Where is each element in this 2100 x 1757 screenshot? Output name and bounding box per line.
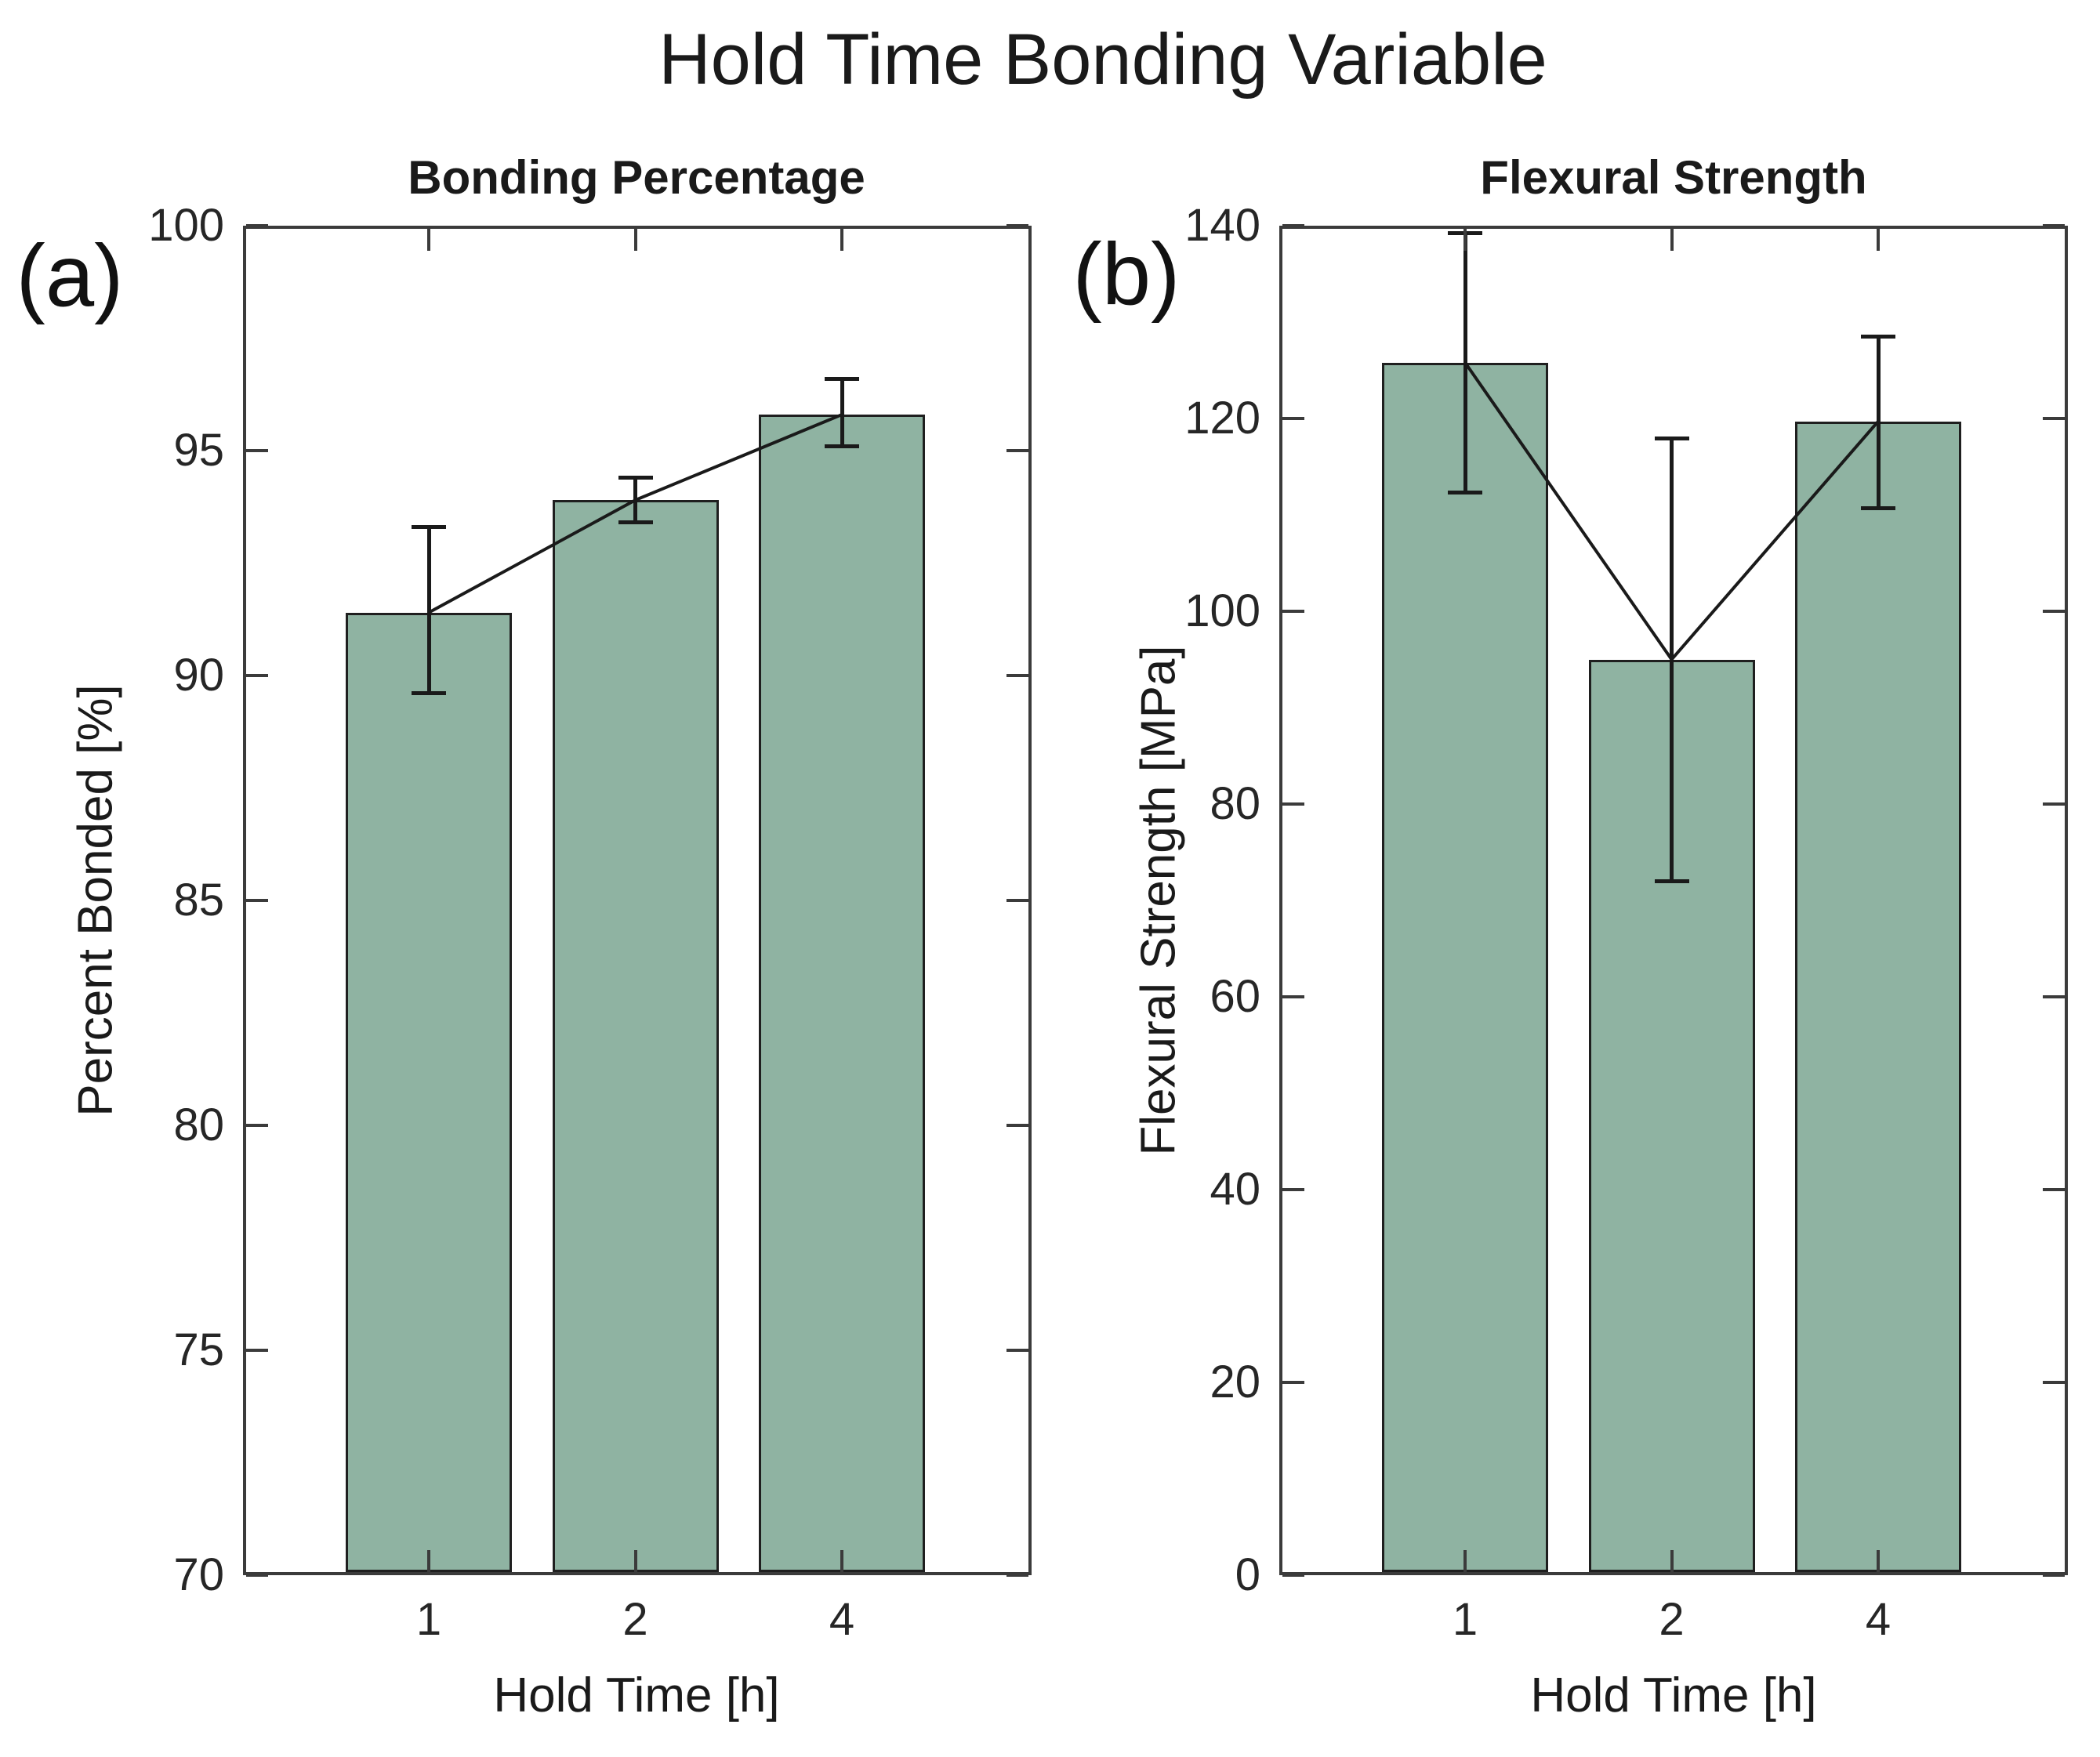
- x-tick-mark-top: [840, 229, 843, 251]
- y-tick-label: 95: [173, 425, 224, 476]
- y-tick-mark-right: [1006, 449, 1028, 452]
- y-tick-mark-left: [246, 674, 268, 677]
- error-bar-cap-top: [825, 376, 859, 381]
- y-tick-label: 80: [1210, 778, 1260, 829]
- y-tick-label: 120: [1184, 393, 1260, 444]
- error-bar-cap-top: [1861, 334, 1895, 339]
- y-tick-mark-left: [1282, 1574, 1304, 1577]
- panel-b-title: Flexural Strength: [1480, 151, 1867, 204]
- error-bar: [1463, 233, 1467, 493]
- y-tick-mark-right: [2043, 802, 2065, 806]
- y-tick-mark-right: [1006, 224, 1028, 227]
- y-tick-mark-right: [2043, 995, 2065, 998]
- x-tick-mark-bottom: [1877, 1550, 1880, 1572]
- panel-a-plot-area: [243, 226, 1032, 1575]
- panel-b-plot-area: [1279, 226, 2068, 1575]
- figure-title: Hold Time Bonding Variable: [658, 20, 1547, 100]
- error-bar: [1876, 336, 1881, 509]
- y-tick-mark-right: [2043, 610, 2065, 613]
- x-tick-label: 4: [1865, 1594, 1891, 1645]
- panel-a-x-axis-label: Hold Time [h]: [493, 1668, 780, 1723]
- panel-b-x-axis-label: Hold Time [h]: [1530, 1668, 1817, 1723]
- y-tick-label: 100: [148, 200, 224, 251]
- x-tick-label: 2: [622, 1594, 648, 1645]
- x-tick-mark-top: [1670, 229, 1674, 251]
- y-tick-mark-left: [1282, 610, 1304, 613]
- error-bar-cap-bottom: [412, 691, 446, 696]
- y-tick-label: 40: [1210, 1164, 1260, 1215]
- y-tick-mark-left: [246, 1349, 268, 1352]
- error-bar: [840, 379, 844, 447]
- y-tick-mark-left: [246, 1574, 268, 1577]
- x-tick-mark-bottom: [427, 1550, 430, 1572]
- x-tick-label: 2: [1659, 1594, 1685, 1645]
- x-tick-label: 1: [1452, 1594, 1478, 1645]
- y-tick-label: 0: [1235, 1549, 1260, 1600]
- y-tick-mark-left: [1282, 417, 1304, 420]
- y-tick-label: 70: [173, 1549, 224, 1600]
- x-tick-mark-top: [427, 229, 430, 251]
- error-bar: [1670, 438, 1674, 882]
- y-tick-mark-right: [1006, 899, 1028, 902]
- y-tick-label: 100: [1184, 585, 1260, 636]
- y-tick-mark-left: [246, 899, 268, 902]
- y-tick-mark-right: [2043, 417, 2065, 420]
- y-tick-mark-left: [246, 224, 268, 227]
- y-tick-mark-left: [246, 449, 268, 452]
- y-tick-mark-right: [2043, 224, 2065, 227]
- panel-a-title: Bonding Percentage: [408, 151, 865, 204]
- error-bar-cap-bottom: [1861, 505, 1895, 510]
- bar-hold-4h: [1795, 421, 1961, 1572]
- bar-hold-1h: [346, 612, 512, 1572]
- panel-b-y-axis-label: Flexural Strength [MPa]: [1131, 645, 1186, 1156]
- panel-b-label: (b): [1072, 225, 1181, 324]
- y-tick-label: 60: [1210, 971, 1260, 1022]
- x-tick-label: 4: [829, 1594, 855, 1645]
- error-bar-cap-bottom: [1448, 491, 1482, 495]
- y-tick-mark-right: [1006, 674, 1028, 677]
- y-tick-mark-left: [246, 1124, 268, 1127]
- y-tick-mark-left: [1282, 1381, 1304, 1384]
- y-tick-label: 80: [173, 1099, 224, 1150]
- y-tick-mark-right: [2043, 1574, 2065, 1577]
- x-tick-mark-top: [1463, 229, 1467, 251]
- panel-a-label: (a): [16, 226, 124, 325]
- x-tick-mark-top: [1877, 229, 1880, 251]
- error-bar-cap-top: [1654, 437, 1689, 441]
- x-tick-mark-bottom: [840, 1550, 843, 1572]
- x-tick-mark-bottom: [633, 1550, 637, 1572]
- y-tick-label: 20: [1210, 1357, 1260, 1407]
- y-tick-label: 90: [173, 650, 224, 701]
- y-tick-label: 85: [173, 875, 224, 926]
- y-tick-mark-right: [2043, 1188, 2065, 1191]
- x-tick-mark-top: [633, 229, 637, 251]
- y-tick-mark-left: [1282, 995, 1304, 998]
- y-tick-mark-left: [1282, 1188, 1304, 1191]
- error-bar-cap-bottom: [1654, 878, 1689, 883]
- x-tick-mark-bottom: [1670, 1550, 1674, 1572]
- y-tick-mark-right: [1006, 1124, 1028, 1127]
- bar-hold-2h: [552, 500, 719, 1572]
- x-tick-mark-bottom: [1463, 1550, 1467, 1572]
- y-tick-mark-left: [1282, 224, 1304, 227]
- y-tick-label: 75: [173, 1324, 224, 1375]
- y-tick-mark-left: [1282, 802, 1304, 806]
- y-tick-label: 140: [1184, 200, 1260, 251]
- bar-hold-1h: [1382, 362, 1548, 1572]
- y-tick-mark-right: [1006, 1349, 1028, 1352]
- x-tick-label: 1: [415, 1594, 442, 1645]
- y-tick-mark-right: [1006, 1574, 1028, 1577]
- y-tick-mark-right: [2043, 1381, 2065, 1384]
